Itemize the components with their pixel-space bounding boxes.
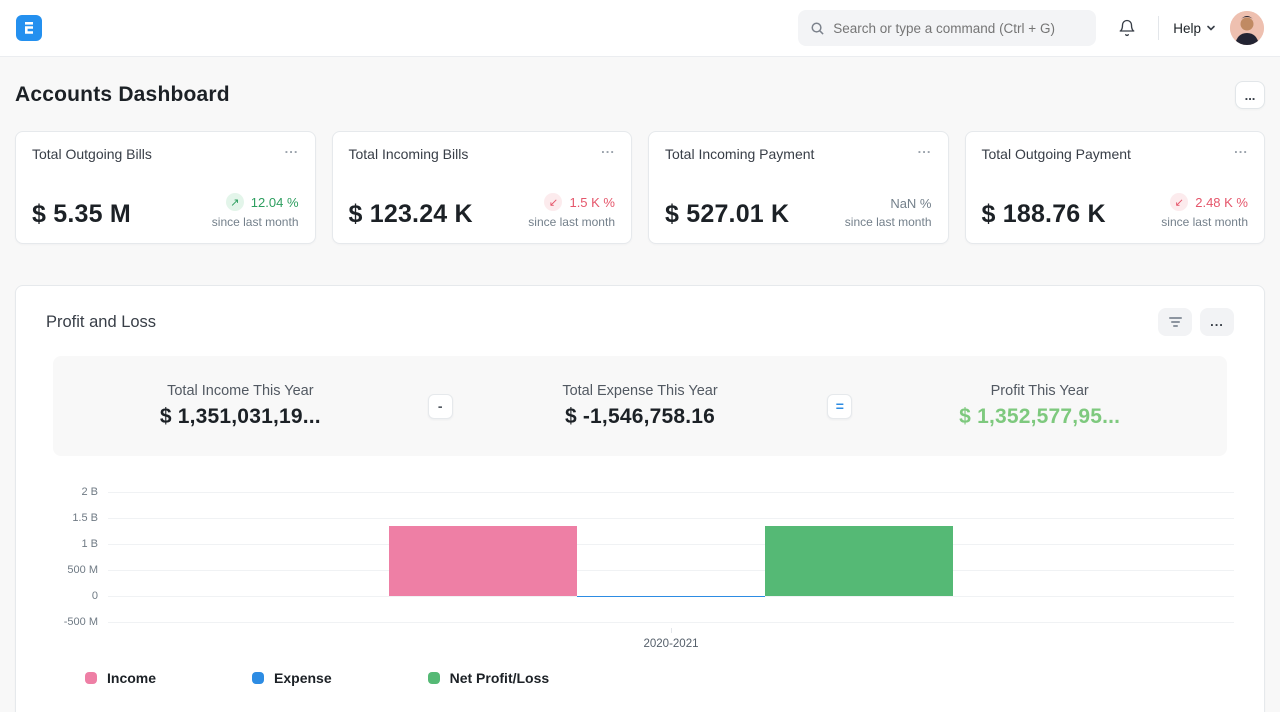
y-tick-label: 1.5 B bbox=[72, 512, 98, 524]
card-menu-button[interactable]: ... bbox=[917, 141, 932, 156]
summary-income-value: $ 1,351,031,19... bbox=[159, 405, 321, 428]
card-total-incoming-bills: Total Incoming Bills ... $ 123.24 K ↙ 1.… bbox=[331, 131, 632, 244]
help-dropdown[interactable]: Help bbox=[1173, 21, 1216, 36]
chart-filter-button[interactable] bbox=[1158, 308, 1192, 336]
summary-expense-label: Total Expense This Year bbox=[562, 383, 718, 399]
page-menu-button[interactable]: ... bbox=[1235, 81, 1265, 109]
search-input[interactable] bbox=[833, 20, 1085, 36]
help-label: Help bbox=[1173, 20, 1201, 36]
avatar-image bbox=[1230, 11, 1264, 45]
trend-down-icon: ↙ bbox=[544, 193, 563, 211]
chevron-down-icon bbox=[1207, 25, 1215, 31]
card-value: $ 5.35 M bbox=[32, 200, 131, 228]
card-value: $ 188.76 K bbox=[981, 200, 1106, 228]
y-tick-label: 0 bbox=[91, 590, 98, 602]
bar-chart: 2 B 1.5 B 1 B 500 M 0 -500 M bbox=[46, 486, 1234, 628]
card-value: $ 527.01 K bbox=[665, 200, 790, 228]
minus-operator-badge: - bbox=[427, 393, 453, 419]
y-tick-label: -500 M bbox=[63, 616, 98, 628]
card-title: Total Incoming Payment bbox=[665, 146, 815, 162]
profit-and-loss-card: Profit and Loss ... Total Income This Ye… bbox=[15, 285, 1265, 712]
gridline bbox=[108, 570, 1234, 571]
card-total-incoming-payment: Total Incoming Payment ... $ 527.01 K Na… bbox=[648, 131, 949, 244]
trend-up-icon: ↗ bbox=[225, 193, 244, 211]
gridline bbox=[108, 492, 1234, 493]
y-axis: 2 B 1.5 B 1 B 500 M 0 -500 M bbox=[46, 486, 108, 628]
gridline bbox=[108, 596, 1234, 597]
x-tick-label: 2020-2021 bbox=[643, 638, 699, 650]
app-logo-icon[interactable] bbox=[16, 15, 42, 41]
y-tick-label: 500 M bbox=[67, 564, 98, 576]
chart-menu-button[interactable]: ... bbox=[1200, 308, 1234, 336]
trend-down-icon: ↙ bbox=[1170, 193, 1189, 211]
number-cards-row: Total Outgoing Bills ... $ 5.35 M ↗ 12.0… bbox=[15, 131, 1265, 244]
chart-legend: Income Expense Net Profit/Loss bbox=[46, 670, 1234, 686]
filter-icon bbox=[1168, 317, 1182, 327]
plot-area bbox=[108, 492, 1234, 628]
legend-swatch-icon bbox=[85, 672, 97, 684]
notifications-bell-icon[interactable] bbox=[1110, 11, 1144, 45]
page-title: Accounts Dashboard bbox=[15, 83, 230, 106]
y-tick-label: 2 B bbox=[81, 486, 98, 498]
legend-label: Income bbox=[107, 670, 157, 686]
card-value: $ 123.24 K bbox=[348, 200, 473, 228]
gridline bbox=[108, 518, 1234, 519]
legend-label: Net Profit/Loss bbox=[449, 670, 550, 686]
card-title: Total Incoming Bills bbox=[348, 146, 469, 162]
legend-label: Expense bbox=[274, 670, 332, 686]
card-change: 1.5 K % bbox=[569, 194, 615, 210]
x-axis: 2020-2021 bbox=[108, 628, 1234, 654]
page-header: Accounts Dashboard ... bbox=[15, 81, 1265, 109]
bar-net-profit-loss[interactable] bbox=[765, 525, 953, 596]
x-tick bbox=[671, 628, 672, 633]
global-search[interactable] bbox=[798, 10, 1097, 46]
y-tick-label: 1 B bbox=[81, 538, 98, 550]
gridline bbox=[108, 622, 1234, 623]
chart-title: Profit and Loss bbox=[46, 312, 157, 331]
card-since: since last month bbox=[844, 215, 932, 229]
card-since: since last month bbox=[211, 215, 299, 229]
card-change: 12.04 % bbox=[250, 194, 299, 210]
search-icon bbox=[811, 22, 824, 35]
legend-item[interactable]: Income bbox=[85, 670, 156, 686]
bar-income[interactable] bbox=[389, 525, 577, 596]
card-menu-button[interactable]: ... bbox=[1234, 141, 1248, 156]
card-since: since last month bbox=[528, 215, 615, 229]
card-since: since last month bbox=[1161, 215, 1248, 229]
legend-item[interactable]: Net Profit/Loss bbox=[427, 670, 550, 686]
summary-income-label: Total Income This Year bbox=[167, 383, 314, 399]
gridline bbox=[108, 544, 1234, 545]
navbar: Help bbox=[0, 0, 1280, 57]
legend-swatch-icon bbox=[427, 672, 440, 684]
summary-profit-value: $ 1,352,577,95... bbox=[959, 405, 1121, 428]
card-menu-button[interactable]: ... bbox=[601, 141, 615, 156]
user-avatar[interactable] bbox=[1230, 11, 1264, 45]
legend-swatch-icon bbox=[252, 672, 265, 684]
equals-operator-badge: = bbox=[827, 393, 853, 419]
card-title: Total Outgoing Bills bbox=[32, 146, 152, 162]
card-total-outgoing-payment: Total Outgoing Payment ... $ 188.76 K ↙ … bbox=[964, 131, 1265, 244]
card-menu-button[interactable]: ... bbox=[284, 141, 299, 156]
chart-summary-band: Total Income This Year $ 1,351,031,19...… bbox=[53, 356, 1227, 456]
card-change: 2.48 K % bbox=[1195, 194, 1248, 210]
erpnext-logo-glyph bbox=[25, 22, 33, 34]
card-change: NaN % bbox=[890, 196, 932, 211]
navbar-divider bbox=[1158, 16, 1160, 40]
legend-item[interactable]: Expense bbox=[252, 670, 332, 686]
summary-profit-label: Profit This Year bbox=[990, 383, 1089, 399]
card-title: Total Outgoing Payment bbox=[981, 146, 1131, 162]
summary-expense-value: $ -1,546,758.16 bbox=[564, 405, 716, 428]
card-total-outgoing-bills: Total Outgoing Bills ... $ 5.35 M ↗ 12.0… bbox=[15, 131, 316, 244]
